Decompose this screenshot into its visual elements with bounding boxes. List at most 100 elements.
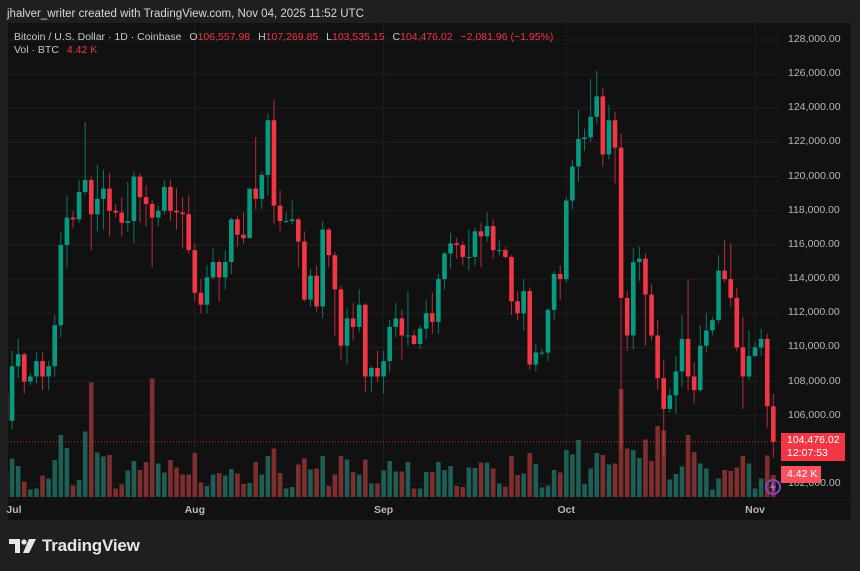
price-tick-label: 126,000.00	[788, 67, 841, 80]
volume-bar	[387, 461, 392, 497]
volume-bar	[630, 450, 636, 497]
candle-body	[210, 262, 216, 278]
candle-body	[149, 203, 155, 218]
candlestick-chart[interactable]	[8, 23, 851, 520]
candle-body	[563, 200, 569, 280]
candle-body	[527, 291, 533, 365]
volume-bar	[704, 468, 709, 497]
candle-body	[649, 294, 654, 336]
volume-bar	[344, 459, 350, 497]
chart-legend: Bitcoin / U.S. Dollar · 1D · Coinbase O1…	[14, 31, 553, 57]
legend-symbol[interactable]: Bitcoin / U.S. Dollar · 1D · Coinbase	[14, 31, 182, 43]
volume-bar	[356, 474, 362, 497]
candle-body	[58, 244, 64, 326]
volume-bar	[771, 474, 776, 497]
candle-body	[88, 180, 94, 215]
volume-bar	[545, 485, 551, 497]
time-tick-label: Oct	[557, 504, 576, 516]
volume-bar	[722, 470, 727, 497]
candle-body	[296, 219, 301, 242]
volume-bar	[235, 473, 240, 497]
candle-body	[436, 279, 441, 322]
volume-bar	[600, 455, 606, 497]
candle-body	[326, 229, 332, 256]
candle-body	[82, 180, 88, 193]
volume-bar	[533, 464, 539, 497]
chart-panel[interactable]	[8, 23, 851, 520]
candle-body	[752, 347, 758, 356]
volume-bar	[582, 484, 587, 497]
price-tick-label: 106,000.00	[788, 408, 841, 421]
price-tick-label: 128,000.00	[788, 33, 841, 45]
volume-bar	[241, 484, 246, 497]
volume-bar	[375, 483, 380, 497]
candle-body	[40, 361, 45, 377]
volume-bar	[393, 471, 399, 497]
volume-bar	[289, 487, 295, 497]
chart-caption: jhalver_writer created with TradingView.…	[7, 8, 364, 20]
candle-body	[28, 376, 33, 382]
volume-bar	[417, 488, 423, 497]
candle-body	[667, 395, 673, 409]
candle-body	[204, 277, 210, 305]
brand-name: TradingView	[42, 536, 140, 555]
price-tick-label: 112,000.00	[788, 306, 840, 319]
lightning-icon[interactable]	[764, 478, 782, 496]
volume-bar	[423, 472, 429, 497]
volume-bar	[283, 488, 289, 497]
volume-bar	[186, 474, 191, 497]
legend-close-value: 104,476.02	[400, 31, 453, 43]
volume-bar	[332, 474, 338, 497]
candle-body	[174, 210, 179, 213]
candle-body	[417, 328, 423, 345]
volume-bar	[734, 467, 740, 497]
volume-bar	[204, 486, 210, 497]
volume-bar	[454, 486, 459, 497]
legend-high-value: 107,269.85	[265, 31, 319, 43]
volume-bar	[70, 485, 76, 497]
candle-body	[70, 217, 76, 220]
price-tick-label: 122,000.00	[788, 135, 841, 148]
candle-body	[271, 120, 277, 206]
time-tick-label: Aug	[184, 504, 205, 516]
candle-body	[308, 275, 313, 300]
candle-body	[369, 367, 374, 377]
volume-bar	[338, 456, 344, 497]
volume-bar	[521, 473, 526, 497]
candle-body	[746, 355, 752, 377]
volume-bar	[381, 470, 386, 497]
candle-body	[454, 243, 459, 245]
candle-body	[180, 212, 185, 215]
candle-body	[411, 335, 417, 345]
volume-bar	[764, 455, 770, 497]
volume-bar	[679, 466, 685, 497]
legend-volume-label[interactable]: Vol · BTC	[14, 44, 59, 56]
volume-bar	[113, 488, 118, 497]
candle-body	[162, 186, 167, 211]
legend-open-value: 106,557.98	[197, 31, 251, 43]
volume-bar	[265, 456, 271, 497]
legend-volume-value: 4.42 K	[66, 44, 98, 56]
candle-body	[630, 262, 636, 336]
volume-bar	[430, 472, 435, 497]
volume-bar	[180, 474, 185, 497]
legend-ohlc-row: Bitcoin / U.S. Dollar · 1D · Coinbase O1…	[14, 31, 553, 44]
tradingview-logo[interactable]: TradingView	[9, 536, 140, 556]
volume-bar	[405, 462, 411, 497]
volume-bar	[320, 456, 325, 497]
legend-open-label: O	[189, 31, 198, 43]
volume-bar	[436, 462, 441, 497]
volume-bar	[466, 467, 472, 497]
volume-bar	[697, 463, 703, 497]
candle-body	[235, 219, 240, 235]
volume-bar	[539, 487, 545, 497]
candle-body	[131, 176, 137, 222]
volume-bar	[198, 482, 204, 497]
volume-bar	[247, 483, 252, 497]
candle-body	[606, 120, 612, 155]
candle-body	[515, 301, 520, 314]
candle-body	[734, 297, 740, 348]
volume-bar	[411, 488, 417, 497]
volume-bar	[15, 466, 21, 497]
candle-body	[710, 320, 715, 331]
